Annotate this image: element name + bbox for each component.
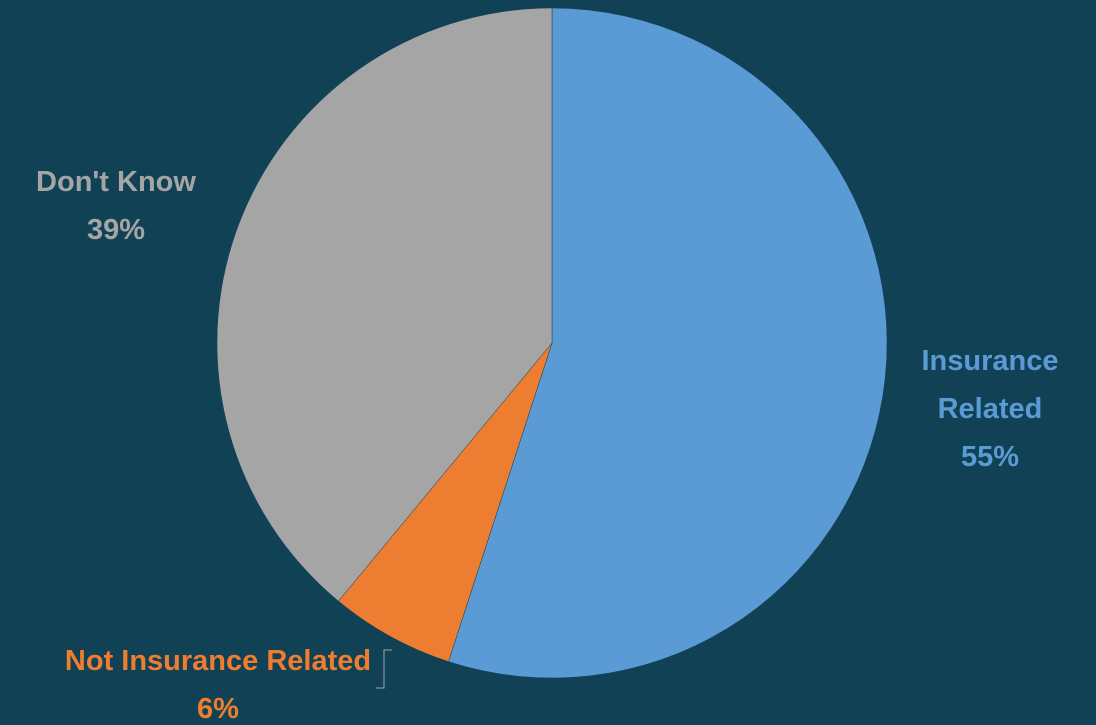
leader-line-not-insurance-related <box>376 649 392 689</box>
pie-slice-not-insurance-related <box>338 342 553 662</box>
leader-lines <box>376 649 392 689</box>
slices-layer <box>216 7 888 679</box>
data-label-don-t-know: Don't Know 39% <box>36 166 196 246</box>
pie-slice-insurance-related <box>448 7 888 679</box>
data-labels: Insurance Related 55% Not Insurance Related… <box>36 166 1058 725</box>
data-label-insurance-related: Insurance Related 55% <box>922 345 1059 473</box>
data-label-not-insurance-related: Not Insurance Related 6% <box>65 645 371 725</box>
pie-slice-don-t-know <box>216 7 553 602</box>
